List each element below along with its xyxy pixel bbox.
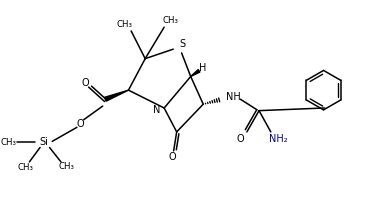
Text: O: O <box>82 78 89 88</box>
Text: O: O <box>236 135 244 144</box>
Text: N: N <box>153 105 160 115</box>
Text: CH₃: CH₃ <box>1 138 17 147</box>
Text: O: O <box>77 119 85 129</box>
Text: CH₃: CH₃ <box>59 162 74 171</box>
Text: S: S <box>179 39 185 49</box>
Text: NH₂: NH₂ <box>269 135 288 144</box>
Text: H: H <box>199 63 206 73</box>
Text: O: O <box>168 151 176 162</box>
Text: CH₃: CH₃ <box>17 164 34 172</box>
Text: CH₃: CH₃ <box>116 20 132 29</box>
Text: NH: NH <box>226 92 241 102</box>
Polygon shape <box>191 70 200 76</box>
Text: CH₃: CH₃ <box>163 16 179 25</box>
Text: Si: Si <box>40 137 48 147</box>
Polygon shape <box>104 90 128 101</box>
